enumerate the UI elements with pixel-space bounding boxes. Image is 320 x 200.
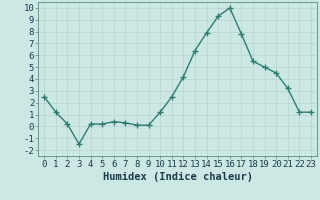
X-axis label: Humidex (Indice chaleur): Humidex (Indice chaleur): [103, 172, 252, 182]
